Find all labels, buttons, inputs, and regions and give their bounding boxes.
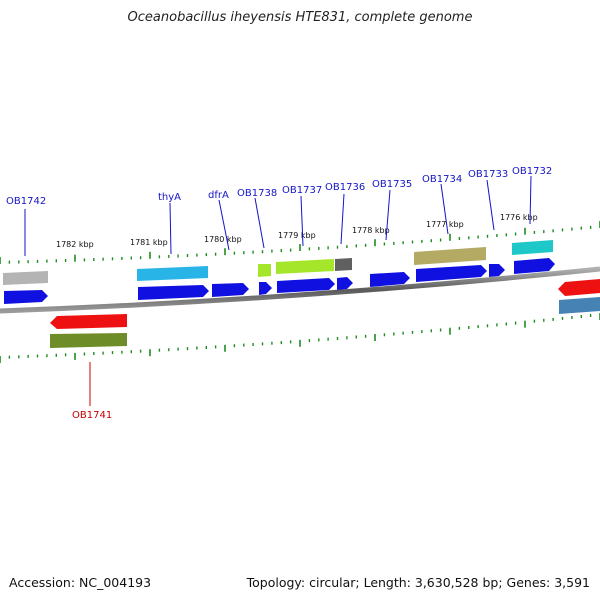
- cds-OB1733-arrow[interactable]: [489, 264, 505, 277]
- cds-dfrA-arrow[interactable]: [212, 283, 249, 297]
- grey-feature[interactable]: [3, 271, 48, 285]
- gene-label-OB1734[interactable]: OB1734: [422, 174, 462, 185]
- scale-label: 1780 kbp: [204, 235, 242, 244]
- gene-label-OB1732[interactable]: OB1732: [512, 166, 552, 177]
- gene-label-OB1742[interactable]: OB1742: [6, 196, 46, 207]
- scale-label: 1777 kbp: [426, 220, 464, 229]
- olive-green-feature[interactable]: [50, 333, 127, 348]
- cds-OB1735-arrow[interactable]: [370, 272, 410, 287]
- olive-feature[interactable]: [414, 247, 486, 265]
- leader-line: [218, 199, 230, 251]
- scale-label: 1782 kbp: [56, 240, 94, 249]
- leader-line: [300, 195, 304, 247]
- accession-text: Accession: NC_004193: [9, 575, 152, 590]
- cyan-feature[interactable]: [137, 266, 208, 281]
- leader-line: [529, 175, 532, 225]
- gene-label-OB1737[interactable]: OB1737: [282, 185, 322, 196]
- leader-line: [169, 202, 172, 255]
- gene-label-OB1741[interactable]: OB1741: [72, 410, 112, 421]
- gene-label-OB1733[interactable]: OB1733: [468, 169, 508, 180]
- lime-feature-2[interactable]: [276, 259, 334, 274]
- genome-backbone: [0, 266, 600, 314]
- scale-ticks: [0, 221, 600, 363]
- cds-OB1732-arrow[interactable]: [514, 258, 555, 274]
- gene-label-thyA[interactable]: thyA: [158, 192, 181, 203]
- genome-stats-text: Topology: circular; Length: 3,630,528 bp…: [246, 575, 590, 590]
- red-cds-arrow-right-edge[interactable]: [558, 279, 600, 296]
- leader-line: [440, 183, 449, 235]
- darkgrey-feature[interactable]: [335, 258, 352, 271]
- cds-OB1738-arrow[interactable]: [259, 282, 272, 295]
- teal-feature[interactable]: [512, 240, 553, 255]
- leader-line: [385, 189, 391, 241]
- scale-label: 1781 kbp: [130, 238, 168, 247]
- gene-label-dfrA[interactable]: dfrA: [208, 190, 229, 201]
- gene-label-OB1735[interactable]: OB1735: [372, 179, 412, 190]
- steelblue-feature[interactable]: [559, 297, 600, 314]
- leader-line: [486, 179, 495, 231]
- cds-OB1737-arrow[interactable]: [277, 278, 335, 293]
- cds-thyA-arrow[interactable]: [138, 285, 209, 300]
- gene-label-OB1738[interactable]: OB1738: [237, 188, 277, 199]
- leader-line: [340, 193, 345, 245]
- scale-label: 1778 kbp: [352, 226, 390, 235]
- gene-label-OB1736[interactable]: OB1736: [325, 182, 365, 193]
- lime-feature[interactable]: [258, 264, 271, 277]
- genome-title: Oceanobacillus iheyensis HTE831, complet…: [127, 10, 473, 25]
- scale-label: 1776 kbp: [500, 213, 538, 222]
- cds-OB1741-arrow[interactable]: [50, 314, 127, 329]
- cds-OB1734-arrow[interactable]: [416, 265, 487, 282]
- cds-OB1742-arrow[interactable]: [4, 290, 48, 304]
- cds-OB1736-arrow[interactable]: [337, 277, 353, 290]
- leader-line: [254, 197, 265, 249]
- scale-label: 1779 kbp: [278, 231, 316, 240]
